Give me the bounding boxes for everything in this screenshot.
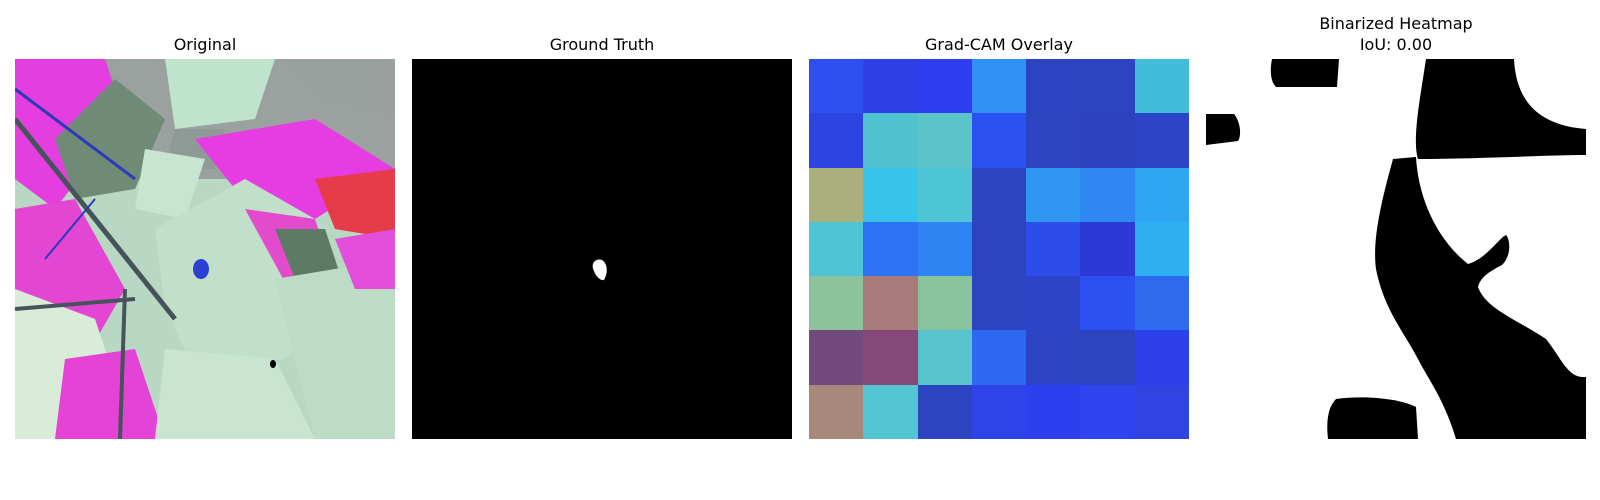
gradcam-cell — [918, 222, 972, 276]
gradcam-cell — [1026, 385, 1080, 439]
gradcam-cell — [972, 276, 1026, 330]
gradcam-cell — [972, 222, 1026, 276]
gradcam-cell — [809, 276, 863, 330]
original-leaf-image — [15, 59, 395, 439]
gradcam-cell — [1080, 113, 1135, 168]
gradcam-cell — [1135, 168, 1189, 222]
gradcam-cell — [918, 113, 972, 168]
binarized-heatmap — [1206, 59, 1586, 439]
binarized-title: Binarized Heatmap — [1319, 14, 1473, 33]
gradcam-cell — [918, 385, 972, 439]
gradcam-cell — [918, 59, 972, 113]
gradcam-cell — [918, 168, 972, 222]
gradcam-cell — [1080, 59, 1135, 113]
gradcam-cell — [972, 330, 1026, 385]
gradcam-cell — [863, 330, 918, 385]
gradcam-cell — [1026, 222, 1080, 276]
ground-truth-mask-image — [412, 59, 792, 439]
gradcam-cell — [1135, 113, 1189, 168]
gradcam-cell — [918, 276, 972, 330]
gradcam-cell — [863, 113, 918, 168]
gradcam-cell — [863, 168, 918, 222]
ground-truth-title: Ground Truth — [549, 35, 655, 54]
gradcam-cell — [972, 113, 1026, 168]
gradcam-cell — [1026, 276, 1080, 330]
gradcam-cell — [972, 59, 1026, 113]
gradcam-cell — [918, 330, 972, 385]
gradcam-cell — [972, 385, 1026, 439]
gradcam-cell — [1026, 330, 1080, 385]
gradcam-cell — [972, 168, 1026, 222]
gradcam-cell — [1135, 276, 1189, 330]
binarized-title-block: Binarized Heatmap IoU: 0.00 — [1206, 13, 1586, 55]
original-title: Original — [173, 35, 237, 54]
gradcam-cell — [1080, 222, 1135, 276]
original-image — [15, 59, 395, 439]
iou-subtitle: IoU: 0.00 — [1359, 35, 1433, 54]
ground-truth-mask — [412, 59, 792, 439]
gradcam-cell — [809, 113, 863, 168]
gradcam-title: Grad-CAM Overlay — [925, 35, 1073, 54]
gradcam-cell — [809, 59, 863, 113]
gradcam-cell — [1135, 385, 1189, 439]
gradcam-cell — [1080, 330, 1135, 385]
gradcam-cell — [1135, 330, 1189, 385]
gradcam-cell — [809, 222, 863, 276]
gradcam-overlay — [809, 59, 1189, 439]
gradcam-cell — [1135, 222, 1189, 276]
gradcam-cell — [1080, 385, 1135, 439]
gradcam-cell — [1026, 59, 1080, 113]
gradcam-cell — [1080, 276, 1135, 330]
gradcam-cell — [863, 59, 918, 113]
binarized-heatmap-image — [1206, 59, 1586, 439]
gradcam-cell — [809, 385, 863, 439]
gradcam-cell — [1026, 113, 1080, 168]
gradcam-cell — [1026, 168, 1080, 222]
gradcam-cell — [863, 385, 918, 439]
gradcam-cell — [1135, 59, 1189, 113]
gradcam-cell — [809, 330, 863, 385]
gradcam-cell — [863, 222, 918, 276]
gradcam-cell — [809, 168, 863, 222]
gradcam-cell — [1080, 168, 1135, 222]
gradcam-cell — [863, 276, 918, 330]
